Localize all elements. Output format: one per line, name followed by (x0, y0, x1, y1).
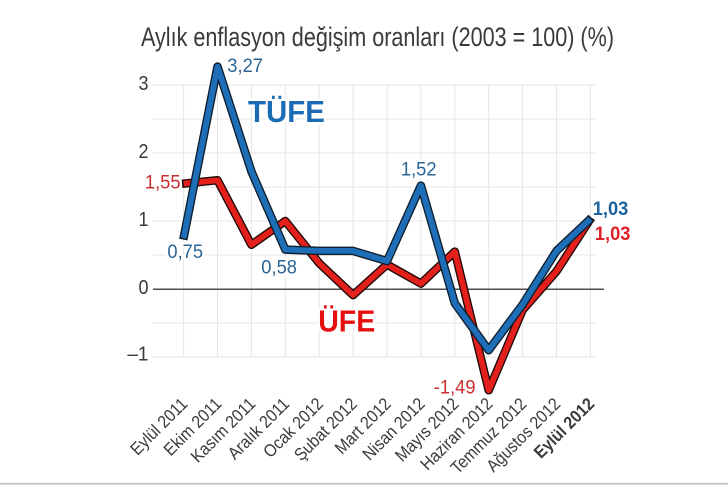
svg-text:-1,49: -1,49 (434, 377, 476, 399)
svg-text:0,75: 0,75 (167, 241, 203, 263)
svg-text:ÜFE: ÜFE (318, 304, 375, 338)
svg-text:0,58: 0,58 (261, 257, 297, 279)
svg-text:2: 2 (138, 141, 148, 163)
svg-text:TÜFE: TÜFE (248, 95, 325, 129)
svg-text:1,03: 1,03 (593, 198, 629, 220)
svg-text:1: 1 (138, 209, 148, 231)
svg-text:1,52: 1,52 (401, 159, 437, 181)
svg-text:1,55: 1,55 (145, 172, 181, 194)
svg-text:0: 0 (138, 277, 148, 299)
svg-text:3,27: 3,27 (227, 55, 263, 77)
svg-text:Aylık enflasyon değişim oranla: Aylık enflasyon değişim oranları (2003 =… (141, 23, 614, 53)
svg-text:3: 3 (138, 73, 148, 95)
svg-text:–1: –1 (127, 343, 148, 366)
svg-text:1,03: 1,03 (595, 223, 631, 245)
